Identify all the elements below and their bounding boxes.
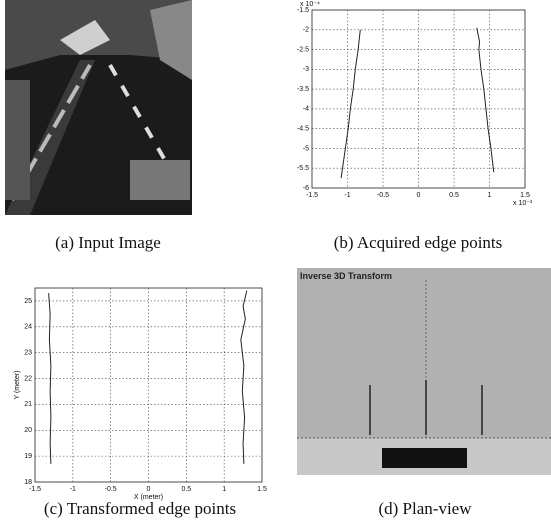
x-tick-label: 0 [417, 192, 421, 199]
y-tick-label: -2 [303, 27, 309, 34]
edge-line [241, 291, 247, 464]
x-tick-label: -1.5 [306, 192, 318, 199]
caption: (b) Acquired edge points [334, 233, 503, 252]
x-tick-label: -1.5 [29, 486, 41, 493]
x-tick-label: 1.5 [520, 192, 530, 199]
plan-view-image [297, 268, 551, 475]
x-tick-label: -1 [70, 486, 76, 493]
figure: (a) Input Image (b) Acquired edge points… [0, 0, 551, 523]
y-tick-label: 25 [24, 298, 32, 305]
y-tick-label: 24 [24, 324, 32, 331]
y-tick-label: -5 [303, 145, 309, 152]
x-tick-label: 0 [147, 486, 151, 493]
y-tick-label: -5.5 [297, 165, 309, 172]
edge-line [341, 30, 360, 178]
x-tick-label: -1 [344, 192, 350, 199]
x-tick-label: 1.5 [257, 486, 267, 493]
y-tick-label: -2.5 [297, 46, 309, 53]
y-axis-label: Y (meter) [14, 370, 21, 399]
y-multiplier: x 10⁻⁴ [300, 1, 320, 8]
y-tick-label: -3.5 [297, 86, 309, 93]
caption: (d) Plan-view [378, 499, 472, 518]
y-tick-label: -6 [303, 185, 309, 192]
image-title: Inverse 3D Transform [300, 271, 392, 281]
y-tick-label: -1.5 [297, 7, 309, 14]
y-tick-label: -3 [303, 66, 309, 73]
x-tick-label: -0.5 [377, 192, 389, 199]
input-image [5, 0, 192, 215]
y-tick-label: 21 [24, 401, 32, 408]
y-tick-label: -4 [303, 106, 309, 113]
y-tick-label: 19 [24, 453, 32, 460]
x-multiplier: x 10⁻³ [513, 200, 533, 207]
caption: (a) Input Image [55, 233, 161, 252]
y-tick-label: -4.5 [297, 126, 309, 133]
y-tick-label: 20 [24, 427, 32, 434]
caption: (c) Transformed edge points [44, 499, 236, 518]
y-tick-label: 23 [24, 350, 32, 357]
y-tick-label: 22 [24, 375, 32, 382]
x-tick-label: -0.5 [105, 486, 117, 493]
x-tick-label: 0.5 [449, 192, 459, 199]
x-tick-label: 1 [222, 486, 226, 493]
x-tick-label: 1 [488, 192, 492, 199]
x-axis-label: X (meter) [134, 494, 163, 501]
y-tick-label: 18 [24, 479, 32, 486]
x-tick-label: 0.5 [181, 486, 191, 493]
